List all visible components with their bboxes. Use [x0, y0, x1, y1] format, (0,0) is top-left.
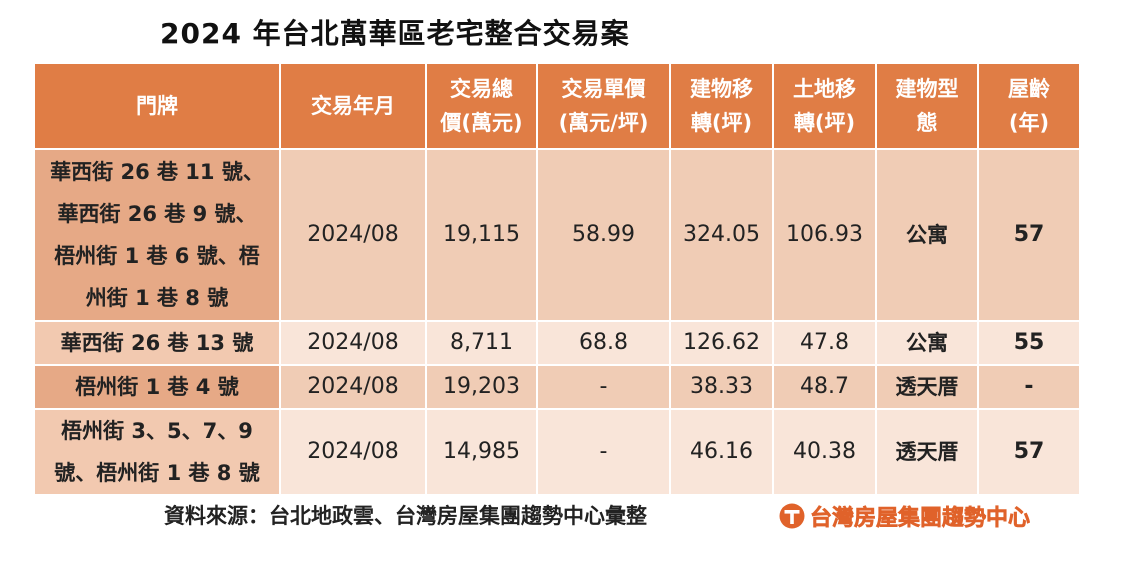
- cell-age: 57: [977, 408, 1081, 496]
- source-note: 資料來源：台北地政雲、台灣房屋集團趨勢中心彙整: [164, 504, 647, 528]
- header-unit-price: 交易單價 (萬元/坪): [536, 62, 671, 150]
- table-row: 梧州街 1 巷 4 號 2024/08 19,203 - 38.33 48.7 …: [33, 364, 1081, 410]
- cell-date: 2024/08: [279, 408, 427, 496]
- header-row: 門牌 交易年月 交易總 價(萬元) 交易單價 (萬元/坪) 建物移 轉(坪) 土地移轉…: [33, 62, 1081, 150]
- cell-total-price: 8,711: [425, 320, 538, 366]
- cell-date: 2024/08: [279, 148, 427, 322]
- cell-age: 55: [977, 320, 1081, 366]
- cell-building-type: 公寓: [875, 148, 979, 322]
- cell-date: 2024/08: [279, 320, 427, 366]
- header-date: 交易年月: [279, 62, 427, 150]
- taiwan-realty-logo-icon: [779, 503, 805, 529]
- cell-building-area: 324.05: [669, 148, 774, 322]
- cell-building-type: 公寓: [875, 320, 979, 366]
- cell-building-area: 126.62: [669, 320, 774, 366]
- cell-total-price: 19,115: [425, 148, 538, 322]
- cell-total-price: 19,203: [425, 364, 538, 410]
- table-body: 華西街 26 巷 11 號、 華西街 26 巷 9 號、 梧州街 1 巷 6 號…: [33, 148, 1081, 496]
- brand-name: 台灣房屋集團趨勢中心: [810, 506, 1031, 532]
- cell-age: 57: [977, 148, 1081, 322]
- header-building-area: 建物移 轉(坪): [669, 62, 774, 150]
- header-address: 門牌: [33, 62, 281, 150]
- cell-unit-price: -: [536, 408, 671, 496]
- cell-unit-price: 58.99: [536, 148, 671, 322]
- table-header: 門牌 交易年月 交易總 價(萬元) 交易單價 (萬元/坪) 建物移 轉(坪) 土地移轉…: [33, 62, 1081, 150]
- cell-address: 梧州街 1 巷 4 號: [33, 364, 281, 410]
- cell-building-area: 46.16: [669, 408, 774, 496]
- cell-land-area: 40.38: [772, 408, 877, 496]
- cell-building-type: 透天厝: [875, 364, 979, 410]
- cell-building-area: 38.33: [669, 364, 774, 410]
- transaction-table: 門牌 交易年月 交易總 價(萬元) 交易單價 (萬元/坪) 建物移 轉(坪) 土地移轉…: [33, 62, 1081, 496]
- header-building-type: 建物型態: [875, 62, 979, 150]
- cell-age: -: [977, 364, 1081, 410]
- cell-unit-price: 68.8: [536, 320, 671, 366]
- header-land-area: 土地移 轉(坪): [772, 62, 877, 150]
- cell-building-type: 透天厝: [875, 408, 979, 496]
- header-age: 屋齡 (年): [977, 62, 1081, 150]
- table-row: 華西街 26 巷 11 號、 華西街 26 巷 9 號、 梧州街 1 巷 6 號…: [33, 148, 1081, 322]
- cell-address: 梧州街 3、5、7、9 號、梧州街 1 巷 8 號: [33, 408, 281, 496]
- cell-address: 華西街 26 巷 13 號: [33, 320, 281, 366]
- cell-unit-price: -: [536, 364, 671, 410]
- cell-address: 華西街 26 巷 11 號、 華西街 26 巷 9 號、 梧州街 1 巷 6 號…: [33, 148, 281, 322]
- table-row: 華西街 26 巷 13 號 2024/08 8,711 68.8 126.62 …: [33, 320, 1081, 366]
- header-total-price: 交易總 價(萬元): [425, 62, 538, 150]
- cell-land-area: 106.93: [772, 148, 877, 322]
- brand-logo: 台灣房屋集團趨勢中心: [778, 500, 1030, 532]
- page-title: 2024 年台北萬華區老宅整合交易案: [160, 17, 630, 50]
- cell-land-area: 47.8: [772, 320, 877, 366]
- table-row: 梧州街 3、5、7、9 號、梧州街 1 巷 8 號 2024/08 14,985…: [33, 408, 1081, 496]
- cell-date: 2024/08: [279, 364, 427, 410]
- cell-total-price: 14,985: [425, 408, 538, 496]
- cell-land-area: 48.7: [772, 364, 877, 410]
